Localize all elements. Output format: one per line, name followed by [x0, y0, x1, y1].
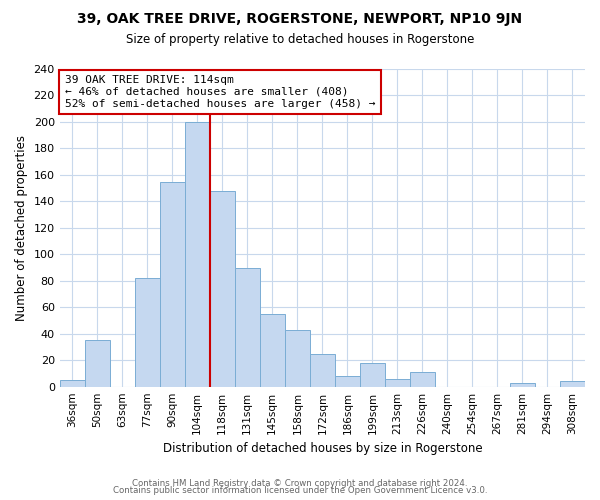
Bar [510, 382, 535, 386]
Y-axis label: Number of detached properties: Number of detached properties [15, 135, 28, 321]
Bar [335, 376, 360, 386]
Bar [560, 382, 585, 386]
Text: 39, OAK TREE DRIVE, ROGERSTONE, NEWPORT, NP10 9JN: 39, OAK TREE DRIVE, ROGERSTONE, NEWPORT,… [77, 12, 523, 26]
Bar [310, 354, 335, 386]
Bar [285, 330, 310, 386]
Bar [360, 363, 385, 386]
X-axis label: Distribution of detached houses by size in Rogerstone: Distribution of detached houses by size … [163, 442, 482, 455]
Text: Contains public sector information licensed under the Open Government Licence v3: Contains public sector information licen… [113, 486, 487, 495]
Bar [210, 191, 235, 386]
Bar [185, 122, 210, 386]
Text: Contains HM Land Registry data © Crown copyright and database right 2024.: Contains HM Land Registry data © Crown c… [132, 478, 468, 488]
Text: Size of property relative to detached houses in Rogerstone: Size of property relative to detached ho… [126, 32, 474, 46]
Bar [135, 278, 160, 386]
Bar [235, 268, 260, 386]
Text: 39 OAK TREE DRIVE: 114sqm
← 46% of detached houses are smaller (408)
52% of semi: 39 OAK TREE DRIVE: 114sqm ← 46% of detac… [65, 76, 376, 108]
Bar [59, 380, 85, 386]
Bar [260, 314, 285, 386]
Bar [410, 372, 435, 386]
Bar [160, 182, 185, 386]
Bar [385, 378, 410, 386]
Bar [85, 340, 110, 386]
